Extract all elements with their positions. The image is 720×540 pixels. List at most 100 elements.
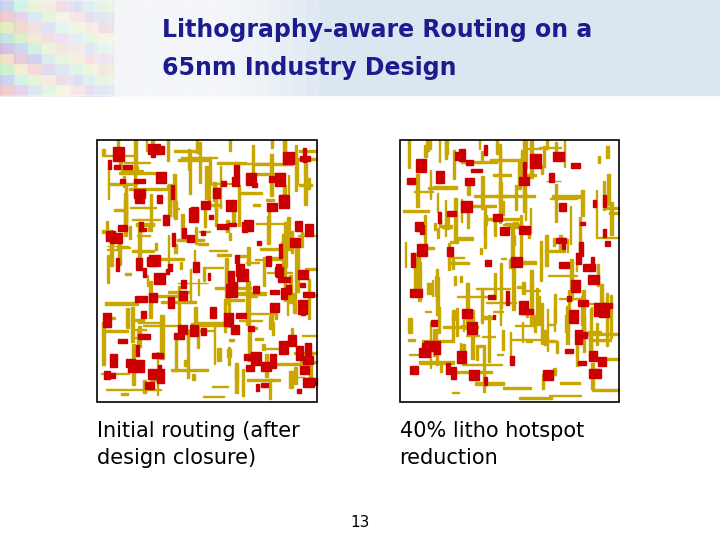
Bar: [492, 315, 495, 319]
Bar: [178, 325, 187, 334]
Bar: [603, 181, 605, 211]
Bar: [528, 230, 530, 238]
Bar: [309, 353, 312, 381]
Bar: [257, 241, 261, 245]
Bar: [456, 214, 457, 221]
Bar: [210, 307, 216, 318]
Bar: [433, 222, 436, 230]
Bar: [119, 172, 155, 174]
Polygon shape: [55, 0, 163, 94]
Polygon shape: [16, 0, 124, 94]
Bar: [104, 154, 138, 156]
Bar: [487, 315, 490, 361]
Bar: [197, 327, 199, 348]
Bar: [42, 62, 57, 73]
Bar: [462, 325, 472, 328]
Bar: [297, 389, 301, 393]
Bar: [70, 62, 85, 73]
Bar: [452, 392, 459, 393]
Bar: [522, 322, 523, 342]
Bar: [137, 331, 140, 344]
Bar: [554, 368, 557, 375]
Bar: [70, 83, 85, 94]
Polygon shape: [29, 0, 137, 94]
Bar: [199, 231, 210, 232]
Bar: [118, 340, 127, 343]
Bar: [523, 140, 525, 170]
Bar: [298, 300, 307, 314]
Bar: [471, 326, 474, 359]
Bar: [462, 309, 472, 318]
Bar: [229, 339, 235, 341]
Bar: [98, 20, 113, 31]
Polygon shape: [107, 0, 215, 94]
Bar: [418, 244, 428, 256]
Bar: [546, 340, 556, 342]
Bar: [166, 269, 169, 274]
Bar: [70, 51, 85, 63]
Bar: [197, 322, 228, 324]
Bar: [202, 201, 210, 210]
Bar: [547, 275, 577, 276]
Bar: [184, 360, 187, 366]
Bar: [147, 275, 148, 286]
Bar: [84, 62, 99, 73]
Bar: [570, 206, 571, 244]
Bar: [576, 339, 578, 366]
Bar: [520, 173, 536, 176]
Bar: [454, 198, 457, 238]
Polygon shape: [94, 0, 202, 94]
Bar: [580, 332, 587, 339]
Bar: [98, 51, 113, 63]
Bar: [266, 199, 274, 201]
Bar: [303, 148, 306, 162]
Bar: [28, 51, 43, 63]
Bar: [134, 140, 137, 171]
Bar: [215, 193, 217, 226]
Bar: [496, 140, 498, 154]
Bar: [217, 163, 246, 164]
Bar: [437, 193, 438, 212]
Bar: [192, 323, 229, 326]
Bar: [294, 220, 302, 231]
Bar: [138, 221, 141, 264]
Bar: [441, 225, 451, 227]
Bar: [467, 322, 477, 334]
Bar: [252, 183, 257, 187]
Bar: [104, 371, 110, 380]
Bar: [456, 371, 492, 373]
Bar: [262, 344, 265, 350]
Bar: [108, 183, 137, 185]
Bar: [499, 178, 501, 223]
Bar: [559, 298, 582, 300]
Bar: [523, 308, 533, 314]
Bar: [56, 9, 71, 21]
Bar: [168, 234, 169, 269]
Bar: [14, 20, 30, 31]
Bar: [42, 83, 57, 94]
Bar: [517, 286, 523, 288]
Bar: [486, 218, 520, 220]
Bar: [204, 203, 205, 227]
Bar: [156, 172, 166, 183]
Bar: [129, 188, 168, 190]
Bar: [464, 178, 474, 185]
Polygon shape: [81, 0, 189, 94]
Bar: [109, 373, 114, 378]
Bar: [170, 196, 171, 206]
Bar: [167, 140, 169, 161]
Bar: [102, 373, 129, 374]
Bar: [261, 383, 268, 387]
Bar: [291, 328, 293, 340]
Bar: [565, 315, 569, 333]
Bar: [591, 258, 595, 267]
Bar: [583, 264, 595, 271]
Bar: [146, 140, 147, 151]
Bar: [445, 140, 447, 159]
Bar: [203, 396, 224, 397]
Bar: [467, 212, 469, 228]
Bar: [446, 212, 449, 229]
Bar: [482, 316, 492, 319]
Bar: [130, 207, 156, 208]
Bar: [571, 163, 580, 168]
